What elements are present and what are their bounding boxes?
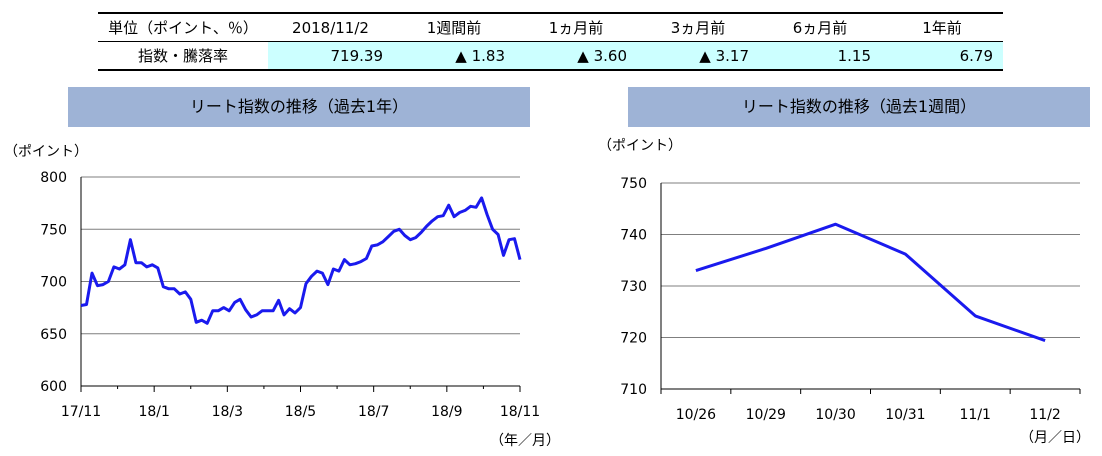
header-1month: 1ヵ月前 — [515, 12, 637, 42]
chart2-xtick-label: 10/26 — [676, 407, 716, 423]
row-label: 指数・騰落率 — [98, 41, 268, 71]
chart1-xtick-label: 17/11 — [61, 404, 101, 420]
chart1-series-line — [80, 196, 522, 325]
chart2-ytick-label: 710 — [620, 382, 647, 398]
chart2-xtick-label: 11/1 — [960, 407, 991, 423]
value-index: 719.39 — [268, 41, 393, 71]
chart1-ylabel: （ポイント） — [4, 144, 88, 160]
chart1-xtick-label: 18/5 — [285, 404, 316, 420]
header-unit: 単位（ポイント、％） — [98, 12, 268, 42]
chart1-ytick-label: 800 — [40, 170, 67, 186]
chart2-xtick-label: 10/30 — [815, 407, 855, 423]
chart2-xtick-label: 10/29 — [746, 407, 786, 423]
chart1-title: リート指数の推移（過去1年） — [68, 87, 530, 127]
chart2-ytick-label: 750 — [620, 176, 647, 192]
chart-1week: （ポイント） 710 720 730 740 750 10/26 10/29 10/30 10/3… — [598, 138, 1090, 446]
header-date: 2018/11/2 — [268, 12, 393, 42]
value-6month: 1.15 — [759, 41, 881, 71]
header-6month: 6ヵ月前 — [759, 12, 881, 42]
chart1-xlabel: （年／月） — [490, 433, 560, 449]
chart2-series-line — [695, 222, 1046, 343]
chart1-ytick-label: 750 — [40, 222, 67, 238]
chart-1year: （ポイント） 600 650 700 750 800 17/11 18/1 18/3 18/5 18… — [4, 144, 560, 449]
chart1-ytick-label: 650 — [40, 327, 67, 343]
value-1month: ▲ 3.60 — [515, 41, 637, 71]
chart1-xtick-label: 18/9 — [431, 404, 462, 420]
chart1-ytick-label: 700 — [40, 275, 67, 291]
chart1-ytick-label: 600 — [40, 379, 67, 395]
header-1week: 1週間前 — [393, 12, 515, 42]
chart1-xtick-label: 18/3 — [212, 404, 243, 420]
chart2-ytick-label: 740 — [620, 228, 647, 244]
value-1week: ▲ 1.83 — [393, 41, 515, 71]
chart1-xtick-label: 18/1 — [138, 404, 169, 420]
value-3month: ▲ 3.17 — [637, 41, 759, 71]
chart2-xtick-label: 10/31 — [885, 407, 925, 423]
summary-table-value-row: 指数・騰落率 719.39 ▲ 1.83 ▲ 3.60 ▲ 3.17 1.15 … — [98, 41, 1003, 71]
header-1year: 1年前 — [881, 12, 1003, 42]
chart2-ytick-label: 730 — [620, 279, 647, 295]
chart2-xtick-label: 11/2 — [1029, 407, 1060, 423]
chart2-ytick-label: 720 — [620, 331, 647, 347]
summary-table: 単位（ポイント、％） 2018/11/2 1週間前 1ヵ月前 3ヵ月前 6ヵ月前… — [98, 12, 1003, 71]
chart1-xtick-label: 18/11 — [500, 404, 540, 420]
chart2-ylabel: （ポイント） — [598, 138, 682, 154]
header-3month: 3ヵ月前 — [637, 12, 759, 42]
summary-table-header-row: 単位（ポイント、％） 2018/11/2 1週間前 1ヵ月前 3ヵ月前 6ヵ月前… — [98, 12, 1003, 42]
chart1-xtick-label: 18/7 — [358, 404, 389, 420]
chart2-title: リート指数の推移（過去1週間） — [628, 87, 1090, 127]
value-1year: 6.79 — [881, 41, 1003, 71]
chart2-xlabel: （月／日） — [1020, 430, 1090, 446]
